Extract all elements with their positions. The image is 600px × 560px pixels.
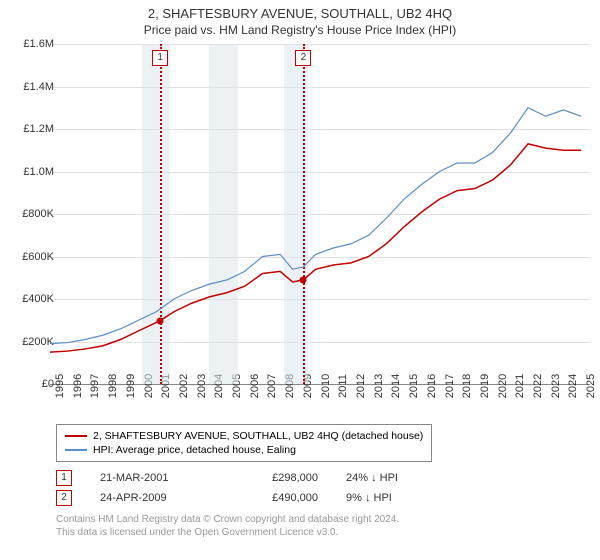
event-marker — [300, 276, 307, 283]
legend-label: HPI: Average price, detached house, Eali… — [93, 444, 296, 456]
event-row: 1 21-MAR-2001 £298,000 24% ↓ HPI — [56, 468, 426, 488]
legend-item: HPI: Average price, detached house, Eali… — [65, 443, 423, 457]
event-badge: 1 — [56, 470, 72, 486]
legend-swatch — [65, 435, 87, 437]
legend-swatch — [65, 449, 87, 451]
legend-item: 2, SHAFTESBURY AVENUE, SOUTHALL, UB2 4HQ… — [65, 429, 423, 443]
page-title: 2, SHAFTESBURY AVENUE, SOUTHALL, UB2 4HQ — [0, 0, 600, 21]
chart-lines — [50, 44, 590, 384]
event-price: £490,000 — [238, 492, 318, 504]
event-date: 24-APR-2009 — [100, 492, 210, 504]
event-marker — [157, 317, 164, 324]
event-badge: 2 — [56, 490, 72, 506]
event-vline-label: 1 — [152, 50, 168, 66]
event-delta: 9% ↓ HPI — [346, 492, 426, 504]
event-vline-label: 2 — [295, 50, 311, 66]
page-subtitle: Price paid vs. HM Land Registry's House … — [0, 21, 600, 41]
footnote-line: Contains HM Land Registry data © Crown c… — [56, 513, 399, 526]
series-line — [50, 144, 581, 352]
footnote-line: This data is licensed under the Open Gov… — [56, 526, 399, 539]
legend-label: 2, SHAFTESBURY AVENUE, SOUTHALL, UB2 4HQ… — [93, 430, 423, 442]
event-delta: 24% ↓ HPI — [346, 472, 426, 484]
event-date: 21-MAR-2001 — [100, 472, 210, 484]
series-line — [50, 108, 581, 344]
event-table: 1 21-MAR-2001 £298,000 24% ↓ HPI 2 24-AP… — [56, 468, 426, 508]
legend: 2, SHAFTESBURY AVENUE, SOUTHALL, UB2 4HQ… — [56, 424, 432, 462]
event-price: £298,000 — [238, 472, 318, 484]
root: 2, SHAFTESBURY AVENUE, SOUTHALL, UB2 4HQ… — [0, 0, 600, 560]
footnote: Contains HM Land Registry data © Crown c… — [56, 513, 399, 539]
event-row: 2 24-APR-2009 £490,000 9% ↓ HPI — [56, 488, 426, 508]
